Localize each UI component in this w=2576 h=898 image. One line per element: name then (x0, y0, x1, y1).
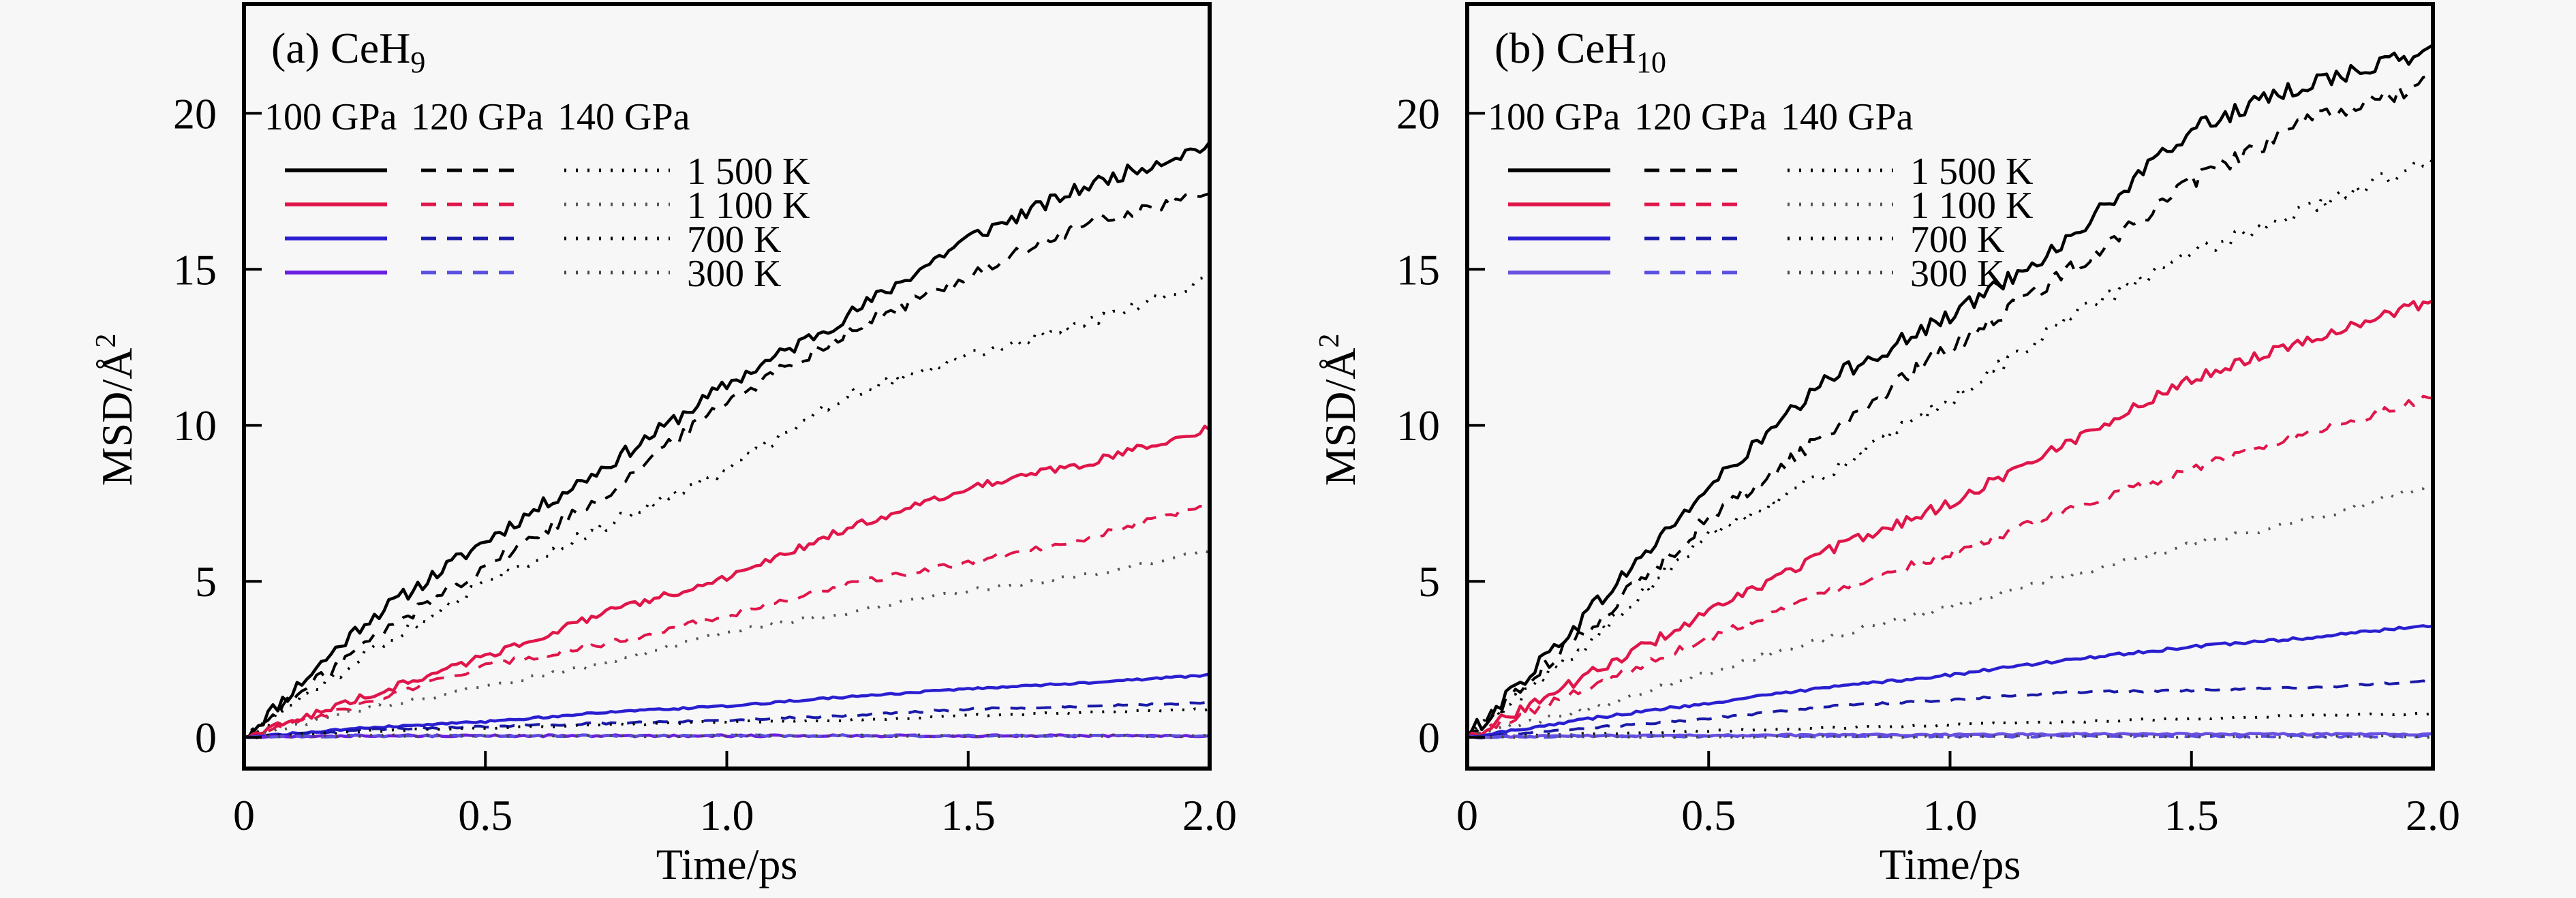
y-axis-title: MSD/Å2 (1314, 333, 1364, 486)
series-line-100-gpa-1-500-k (1466, 44, 2434, 739)
legend-label-1500k: 1 500 K (1910, 151, 2033, 193)
series-line-120-gpa-1-500-k (1466, 74, 2434, 739)
series-layer (243, 140, 1211, 740)
legend-label-700k: 700 K (687, 219, 781, 261)
y-axis-title: MSD/Å2 (91, 333, 141, 486)
series-line-100-gpa-1-500-k (243, 140, 1211, 739)
legend-header-140gpa: 140 GPa (557, 96, 690, 138)
x-axis-title: Time/ps (1880, 840, 2021, 888)
legend-header-140gpa: 140 GPa (1781, 96, 1914, 138)
legend-label-300k: 300 K (1910, 253, 2004, 295)
x-axis-title: Time/ps (656, 840, 798, 888)
series-line-100-gpa-700-k (1467, 624, 2434, 739)
y-tick-label: 10 (1396, 401, 1440, 450)
series-line-140-gpa-700-k (1467, 711, 2434, 739)
x-tick-label: 1.0 (700, 791, 754, 839)
x-tick-label: 2.0 (2406, 791, 2460, 839)
legend: 100 GPa 120 GPa 140 GPa 1 500 K 1 100 K … (264, 96, 810, 295)
series-line-140-gpa-300-k (243, 733, 1210, 740)
y-tick-label: 10 (173, 401, 217, 450)
legend-header-120gpa: 120 GPa (1634, 96, 1767, 138)
y-tick-label: 5 (195, 557, 217, 606)
series-line-120-gpa-700-k (244, 701, 1210, 739)
panel-a-cehydride9: (a) CeH9 100 GPa 120 GPa 140 GPa 1 500 K… (91, 2, 1237, 888)
axis-ticks (1467, 112, 2193, 769)
x-tick-label: 0 (1456, 791, 1478, 839)
x-tick-label: 0 (233, 791, 255, 839)
series-line-140-gpa-300-k (1467, 734, 2434, 740)
axis-ticks (244, 112, 970, 769)
legend-header-120gpa: 120 GPa (411, 96, 544, 138)
panel-b-cehydride10: (b) CeH10 100 GPa 120 GPa 140 GPa 1 500 … (1314, 2, 2460, 888)
y-tick-label: 0 (195, 713, 217, 762)
y-tick-label: 5 (1418, 557, 1440, 606)
legend: 100 GPa 120 GPa 140 GPa 1 500 K 1 100 K … (1488, 96, 2033, 295)
legend-header-100gpa: 100 GPa (1488, 96, 1621, 138)
y-tick-label: 15 (1396, 245, 1440, 294)
x-tick-label: 0.5 (458, 791, 512, 839)
series-line-100-gpa-1-100-k (244, 424, 1211, 739)
y-tick-label: 15 (173, 245, 217, 294)
series-line-120-gpa-700-k (1467, 679, 2434, 739)
x-tick-label: 1.5 (2164, 791, 2219, 839)
y-tick-label: 20 (1396, 89, 1440, 138)
series-line-120-gpa-1-100-k (1466, 394, 2434, 739)
x-tick-label: 1.5 (941, 791, 996, 839)
y-tick-label: 0 (1418, 713, 1440, 762)
legend-label-1100k: 1 100 K (687, 185, 810, 227)
panel-title: (b) CeH10 (1494, 24, 1666, 79)
y-tick-label: 20 (173, 89, 217, 138)
series-line-100-gpa-1-100-k (1466, 299, 2434, 739)
legend-label-700k: 700 K (1910, 219, 2004, 261)
legend-label-300k: 300 K (687, 253, 781, 295)
legend-swatches (285, 168, 670, 275)
legend-header-100gpa: 100 GPa (264, 96, 397, 138)
series-line-100-gpa-700-k (243, 672, 1210, 739)
series-layer (1466, 44, 2434, 740)
legend-swatches (1508, 168, 1893, 275)
legend-label-1100k: 1 100 K (1910, 185, 2033, 227)
panel-title: (a) CeH9 (271, 24, 425, 79)
x-tick-label: 1.0 (1923, 791, 1978, 839)
x-tick-label: 0.5 (1681, 791, 1736, 839)
legend-label-1500k: 1 500 K (687, 151, 810, 193)
x-tick-label: 2.0 (1182, 791, 1237, 839)
series-line-120-gpa-1-500-k (243, 192, 1210, 739)
series-line-140-gpa-700-k (244, 707, 1210, 739)
